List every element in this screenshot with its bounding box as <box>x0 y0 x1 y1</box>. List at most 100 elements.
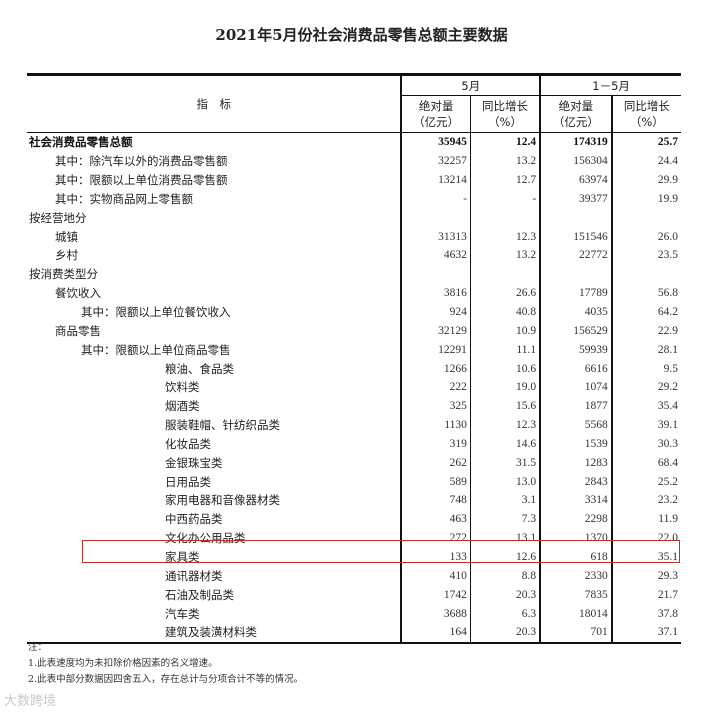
ytd-abs-cell: 3314 <box>539 491 612 510</box>
ytd-abs-cell: 151546 <box>539 227 612 247</box>
ytd-abs-cell: 18014 <box>539 604 612 623</box>
may-abs-cell <box>400 264 471 284</box>
table-row: 建筑及装潢材料类 164 20.3 701 37.1 <box>27 622 681 643</box>
note-2: 2.此表中部分数据因四舍五入，存在总计与分项合计不等的情况。 <box>28 674 304 685</box>
ytd-abs-cell: 17789 <box>539 283 612 303</box>
ytd-yoy-cell: 64.2 <box>610 302 681 322</box>
ytd-abs-cell: 1283 <box>539 453 612 473</box>
ytd-abs-cell: 6616 <box>539 359 612 378</box>
may-abs-cell: 272 <box>400 528 471 548</box>
notes: 注： 1.此表速度均为未扣除价格因素的名义增速。 2.此表中部分数据因四舍五入，… <box>28 640 303 688</box>
row-label: 按消费类型分 <box>29 267 98 282</box>
row-label: 汽车类 <box>165 606 200 621</box>
row-label: 商品零售 <box>55 323 101 338</box>
ytd-yoy-cell: 9.5 <box>610 359 681 378</box>
may-abs-cell: - <box>400 189 471 209</box>
ytd-yoy-cell: 24.4 <box>610 151 681 171</box>
ytd-yoy-cell: 29.3 <box>610 566 681 586</box>
ytd-yoy-header: 同比增长 （%） <box>610 95 681 133</box>
table-row: 通讯器材类 410 8.8 2330 29.3 <box>27 566 681 586</box>
ytd-abs-cell: 1539 <box>539 434 612 454</box>
notes-heading: 注： <box>28 642 48 653</box>
may-yoy-cell <box>469 208 541 228</box>
may-abs-cell: 319 <box>400 434 471 454</box>
may-header: 5月 <box>400 74 541 96</box>
may-yoy-cell: 20.3 <box>469 585 541 605</box>
ytd-abs-cell: 4035 <box>539 302 612 322</box>
ytd-yoy-cell: 21.7 <box>610 585 681 605</box>
row-label: 家用电器和音像器材类 <box>165 493 280 508</box>
may-abs-cell: 12291 <box>400 340 471 360</box>
row-label: 石油及制品类 <box>165 587 234 602</box>
may-yoy-cell: 13.2 <box>469 246 541 265</box>
may-yoy-cell: 26.6 <box>469 283 541 303</box>
may-abs-cell: 35945 <box>400 132 471 152</box>
ytd-yoy-cell: 56.8 <box>610 283 681 303</box>
may-yoy-cell: 19.0 <box>469 377 541 397</box>
indicator-header: 指 标 <box>27 74 402 133</box>
row-label: 其中：限额以上单位餐饮收入 <box>81 305 231 320</box>
ytd-abs-cell: 1370 <box>539 528 612 548</box>
ytd-yoy-cell: 25.7 <box>610 132 681 152</box>
row-label: 其中：除汽车以外的消费品零售额 <box>55 154 228 169</box>
may-yoy-cell: 13.1 <box>469 528 541 548</box>
table-row: 文化办公用品类 272 13.1 1370 22.0 <box>27 528 681 548</box>
table-row: 中西药品类 463 7.3 2298 11.9 <box>27 509 681 529</box>
may-yoy-cell: 14.6 <box>469 434 541 454</box>
ytd-yoy-cell: 37.1 <box>610 622 681 643</box>
table-row: 其中：除汽车以外的消费品零售额 32257 13.2 156304 24.4 <box>27 151 681 171</box>
may-abs-cell: 32257 <box>400 151 471 171</box>
may-yoy-cell: 31.5 <box>469 453 541 473</box>
may-yoy-cell: 10.6 <box>469 359 541 378</box>
may-abs-cell: 325 <box>400 396 471 416</box>
ytd-abs-cell: 156529 <box>539 321 612 341</box>
ytd-yoy-cell: 23.5 <box>610 246 681 265</box>
may-abs-cell: 3688 <box>400 604 471 623</box>
may-abs-cell: 924 <box>400 302 471 322</box>
table-row: 其中：实物商品网上零售额 - -39377 19.9 <box>27 189 681 209</box>
ytd-yoy-cell: 11.9 <box>610 509 681 529</box>
may-abs-cell: 1266 <box>400 359 471 378</box>
ytd-yoy-cell: 29.9 <box>610 170 681 190</box>
row-label: 饮料类 <box>165 380 200 395</box>
row-label: 化妆品类 <box>165 436 211 451</box>
row-label: 乡村 <box>55 248 78 263</box>
may-yoy-cell: 12.3 <box>469 415 541 435</box>
may-yoy-cell: 20.3 <box>469 622 541 643</box>
ytd-yoy-cell: 37.8 <box>610 604 681 623</box>
may-abs-header: 绝对量 （亿元） <box>400 95 471 133</box>
row-label: 其中：限额以上单位商品零售 <box>81 342 231 357</box>
ytd-abs-cell: 39377 <box>539 189 612 209</box>
ytd-yoy-cell: 22.0 <box>610 528 681 548</box>
may-yoy-cell: 15.6 <box>469 396 541 416</box>
ytd-abs-cell: 2298 <box>539 509 612 529</box>
may-abs-cell: 4632 <box>400 246 471 265</box>
table-row: 城镇 31313 12.3 151546 26.0 <box>27 227 681 247</box>
may-abs-cell: 589 <box>400 472 471 492</box>
may-yoy-cell <box>469 264 541 284</box>
may-abs-cell: 164 <box>400 622 471 643</box>
ytd-yoy-cell: 29.2 <box>610 377 681 397</box>
table-row: 饮料类 222 19.0 1074 29.2 <box>27 377 681 397</box>
may-abs-cell: 262 <box>400 453 471 473</box>
may-yoy-cell: 12.6 <box>469 547 541 567</box>
jan-may-header: 1－5月 <box>539 74 681 96</box>
table-row: 乡村 4632 13.2 22772 23.5 <box>27 246 681 265</box>
table-row: 服装鞋帽、针纺织品类 1130 12.3 5568 39.1 <box>27 415 681 435</box>
note-1: 1.此表速度均为未扣除价格因素的名义增速。 <box>28 658 218 669</box>
may-abs-cell: 133 <box>400 547 471 567</box>
ytd-yoy-cell: 30.3 <box>610 434 681 454</box>
table-row: 餐饮收入 3816 26.6 17789 56.8 <box>27 283 681 303</box>
table-row: 其中：限额以上单位餐饮收入 924 40.8 4035 64.2 <box>27 302 681 322</box>
table-row: 按经营地分 <box>27 208 681 228</box>
ytd-yoy-cell: 68.4 <box>610 453 681 473</box>
row-label: 餐饮收入 <box>55 286 101 301</box>
may-yoy-cell: 6.3 <box>469 604 541 623</box>
row-label: 文化办公用品类 <box>165 531 246 546</box>
ytd-abs-cell: 1074 <box>539 377 612 397</box>
ytd-abs-cell: 5568 <box>539 415 612 435</box>
watermark: 大数跨境 <box>4 694 57 709</box>
ytd-abs-cell: 618 <box>539 547 612 567</box>
row-label: 通讯器材类 <box>165 568 223 583</box>
ytd-abs-cell: 59939 <box>539 340 612 360</box>
